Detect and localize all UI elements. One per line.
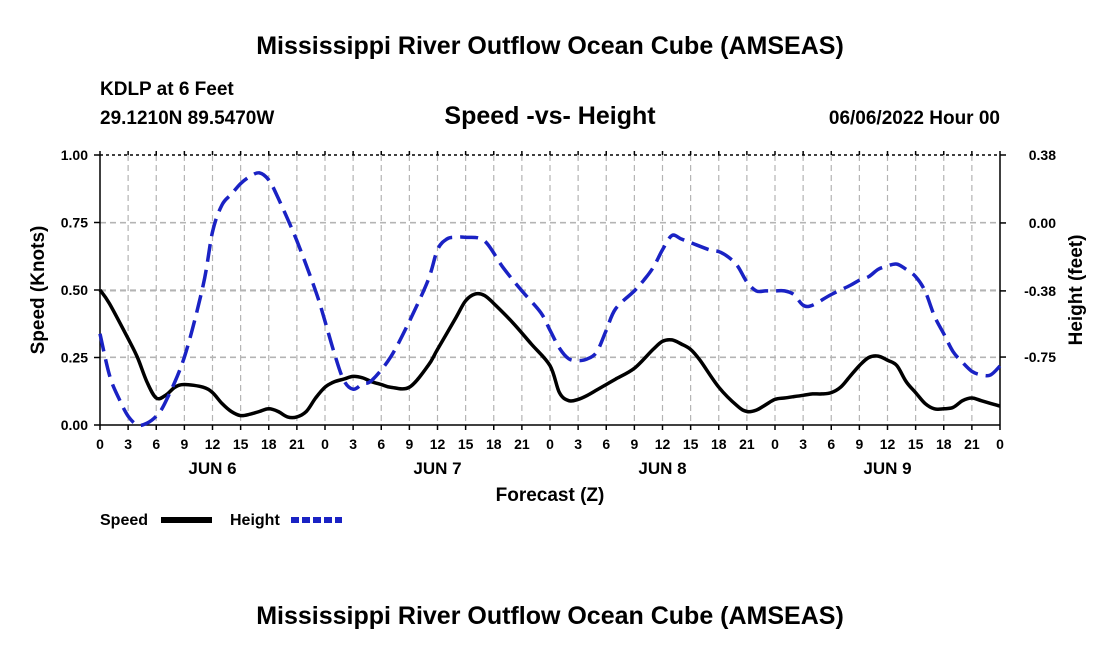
x-tick-label: 15 bbox=[458, 436, 474, 452]
x-tick-label: 3 bbox=[349, 436, 357, 452]
series-lines bbox=[98, 171, 1002, 428]
x-tick-label: 0 bbox=[771, 436, 779, 452]
x-tick-label: 6 bbox=[827, 436, 835, 452]
x-tick-label: 15 bbox=[683, 436, 699, 452]
y-right-tick-label: -0.38 bbox=[1024, 283, 1056, 299]
footer-title: Mississippi River Outflow Ocean Cube (AM… bbox=[256, 602, 844, 630]
x-tick-label: 12 bbox=[655, 436, 671, 452]
legend-height-label: Height bbox=[230, 512, 280, 529]
grid-lines bbox=[100, 155, 1000, 425]
y-axis-right-label: Height (feet) bbox=[1066, 235, 1087, 346]
y-left-tick-label: 0.75 bbox=[61, 215, 88, 231]
x-tick-label: 9 bbox=[855, 436, 863, 452]
x-tick-label: 18 bbox=[486, 436, 502, 452]
x-tick-label: 9 bbox=[405, 436, 413, 452]
location-label: 29.1210N 89.5470W bbox=[100, 108, 274, 129]
x-tick-label: 12 bbox=[205, 436, 221, 452]
x-tick-label: 3 bbox=[799, 436, 807, 452]
x-day-label: JUN 6 bbox=[188, 459, 236, 478]
legend-speed-label: Speed bbox=[100, 512, 148, 529]
x-tick-label: 3 bbox=[574, 436, 582, 452]
x-tick-label: 12 bbox=[880, 436, 896, 452]
x-tick-label: 18 bbox=[261, 436, 277, 452]
x-tick-label: 21 bbox=[964, 436, 980, 452]
x-tick-label: 12 bbox=[430, 436, 446, 452]
x-tick-label: 6 bbox=[152, 436, 160, 452]
x-day-label: JUN 8 bbox=[638, 459, 686, 478]
series-line-speed bbox=[98, 288, 1001, 420]
y-left-tick-label: 1.00 bbox=[61, 147, 88, 163]
x-tick-label: 15 bbox=[233, 436, 249, 452]
y-right-tick-label: -0.75 bbox=[1024, 349, 1056, 365]
x-tick-label: 18 bbox=[711, 436, 727, 452]
x-day-label: JUN 9 bbox=[863, 459, 911, 478]
y-right-tick-label: 0.00 bbox=[1029, 215, 1056, 231]
y-left-tick-label: 0.25 bbox=[61, 350, 88, 366]
legend: Speed Height bbox=[100, 512, 342, 529]
x-tick-label: 21 bbox=[739, 436, 755, 452]
station-label: KDLP at 6 Feet bbox=[100, 79, 234, 100]
x-tick-label: 0 bbox=[996, 436, 1004, 452]
x-tick-label: 9 bbox=[180, 436, 188, 452]
x-tick-label: 0 bbox=[546, 436, 554, 452]
y-left-tick-label: 0.00 bbox=[61, 417, 88, 433]
axes: 0.00 0.25 0.50 0.75 1.00 0.38 0.00 -0.38 -0.75 0 3… bbox=[61, 147, 1056, 478]
x-tick-label: 6 bbox=[377, 436, 385, 452]
x-tick-label: 0 bbox=[96, 436, 104, 452]
x-day-label: JUN 7 bbox=[413, 459, 461, 478]
x-tick-label: 15 bbox=[908, 436, 924, 452]
series-line-height bbox=[98, 171, 1002, 428]
x-axis-label: Forecast (Z) bbox=[496, 485, 605, 506]
x-tick-label: 0 bbox=[321, 436, 329, 452]
y-left-tick-label: 0.50 bbox=[61, 282, 88, 298]
x-tick-label: 21 bbox=[289, 436, 305, 452]
y-axis-left-label: Speed (Knots) bbox=[28, 226, 49, 355]
x-tick-label: 21 bbox=[514, 436, 530, 452]
x-tick-label: 9 bbox=[630, 436, 638, 452]
main-title: Mississippi River Outflow Ocean Cube (AM… bbox=[256, 32, 844, 60]
x-tick-label: 3 bbox=[124, 436, 132, 452]
x-tick-label: 18 bbox=[936, 436, 952, 452]
chart-subtitle: Speed -vs- Height bbox=[444, 102, 656, 130]
x-tick-label: 6 bbox=[602, 436, 610, 452]
y-right-tick-label: 0.38 bbox=[1029, 147, 1056, 163]
forecast-time: 06/06/2022 Hour 00 bbox=[829, 108, 1000, 129]
